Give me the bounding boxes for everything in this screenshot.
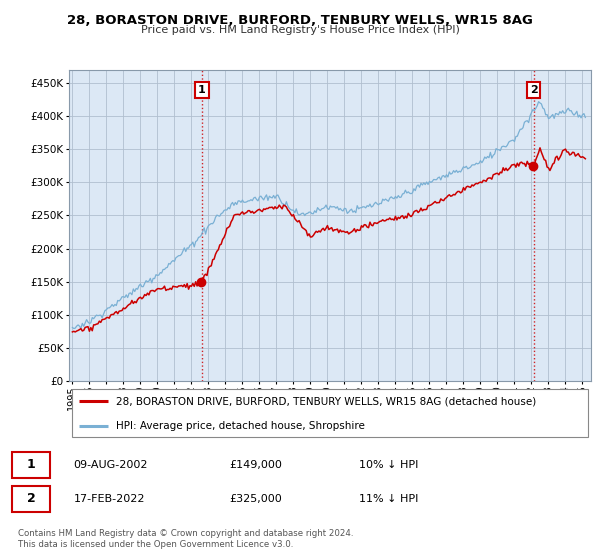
Text: £325,000: £325,000 [229, 494, 282, 504]
FancyBboxPatch shape [12, 452, 50, 478]
Text: 11% ↓ HPI: 11% ↓ HPI [359, 494, 418, 504]
Text: 09-AUG-2002: 09-AUG-2002 [74, 460, 148, 470]
Text: 28, BORASTON DRIVE, BURFORD, TENBURY WELLS, WR15 8AG: 28, BORASTON DRIVE, BURFORD, TENBURY WEL… [67, 14, 533, 27]
Text: 2: 2 [530, 85, 538, 95]
Text: 28, BORASTON DRIVE, BURFORD, TENBURY WELLS, WR15 8AG (detached house): 28, BORASTON DRIVE, BURFORD, TENBURY WEL… [116, 396, 536, 407]
FancyBboxPatch shape [12, 486, 50, 512]
Text: 17-FEB-2022: 17-FEB-2022 [74, 494, 145, 504]
Text: Contains HM Land Registry data © Crown copyright and database right 2024.
This d: Contains HM Land Registry data © Crown c… [18, 529, 353, 549]
Text: 1: 1 [27, 458, 35, 471]
Text: Price paid vs. HM Land Registry's House Price Index (HPI): Price paid vs. HM Land Registry's House … [140, 25, 460, 35]
Text: 2: 2 [27, 492, 35, 505]
FancyBboxPatch shape [71, 389, 589, 437]
Text: 1: 1 [198, 85, 206, 95]
Text: HPI: Average price, detached house, Shropshire: HPI: Average price, detached house, Shro… [116, 421, 365, 431]
Text: 10% ↓ HPI: 10% ↓ HPI [359, 460, 418, 470]
Text: £149,000: £149,000 [229, 460, 283, 470]
